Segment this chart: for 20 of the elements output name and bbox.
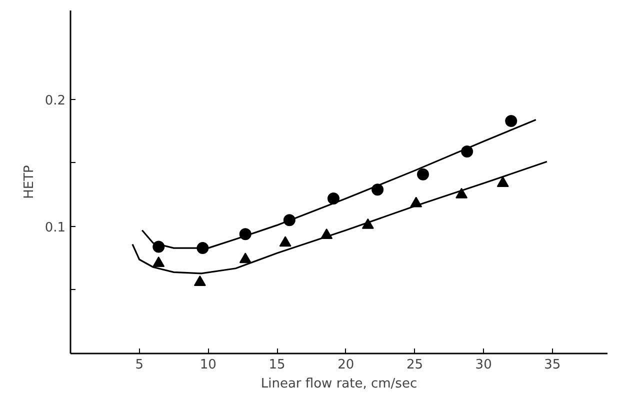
x-tick-label: 35 <box>544 358 561 372</box>
x-tick-label: 30 <box>475 358 492 372</box>
line-series <box>132 160 548 274</box>
point <box>239 252 252 264</box>
point <box>416 168 429 180</box>
x-tick-label: 15 <box>268 358 286 372</box>
y-tick-label: 0.2 <box>44 93 66 108</box>
x-tick-label: 5 <box>135 358 144 372</box>
x-tick-label: 25 <box>406 358 424 372</box>
x-axis-title: Linear flow rate, cm/sec <box>260 376 418 392</box>
point <box>279 236 292 247</box>
y-axis-title: HETP <box>22 164 37 199</box>
x-tick-label: 10 <box>200 358 216 372</box>
point <box>456 188 468 198</box>
point <box>152 256 165 267</box>
point <box>505 115 518 128</box>
point <box>194 276 206 286</box>
y-tick-label: 0.1 <box>44 220 66 236</box>
point <box>496 176 509 187</box>
x-tick-label: 20 <box>338 358 354 372</box>
